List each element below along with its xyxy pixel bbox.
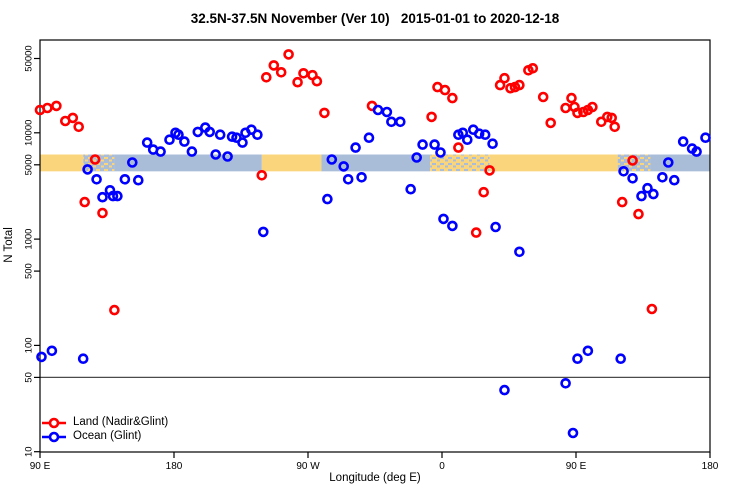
svg-text:1000: 1000 bbox=[24, 229, 35, 250]
x-axis-ticks: 90 E 180 90 W 0 90 E 180 bbox=[30, 452, 719, 472]
svg-text:500: 500 bbox=[24, 263, 35, 279]
legend-label-ocean: Ocean (Glint) bbox=[73, 430, 142, 442]
svg-text:90 E: 90 E bbox=[30, 461, 51, 472]
y-axis-ticks: 10 50 100 500 1000 5000 10000 50000 bbox=[24, 45, 40, 457]
svg-text:50: 50 bbox=[24, 372, 35, 383]
svg-text:100: 100 bbox=[24, 337, 35, 353]
svg-text:90 W: 90 W bbox=[296, 461, 320, 472]
legend-markers bbox=[42, 417, 66, 443]
legend-label-land: Land (Nadir&Glint) bbox=[73, 416, 169, 428]
x-axis-label: Longitude (deg E) bbox=[329, 472, 421, 484]
surface-type-band bbox=[40, 154, 710, 172]
svg-text:180: 180 bbox=[166, 461, 183, 472]
svg-text:10000: 10000 bbox=[24, 120, 35, 146]
svg-text:5000: 5000 bbox=[24, 154, 35, 175]
svg-text:90 E: 90 E bbox=[566, 461, 587, 472]
svg-text:0: 0 bbox=[439, 461, 445, 472]
svg-text:180: 180 bbox=[702, 461, 719, 472]
series-ocean-points bbox=[36, 104, 711, 439]
series-land-points bbox=[34, 49, 658, 316]
plot-frame bbox=[39, 39, 711, 453]
svg-text:50000: 50000 bbox=[24, 45, 35, 71]
chart-title: 32.5N-37.5N November (Ver 10) 2015-01-01… bbox=[190, 11, 560, 26]
svg-text:10: 10 bbox=[24, 446, 35, 457]
